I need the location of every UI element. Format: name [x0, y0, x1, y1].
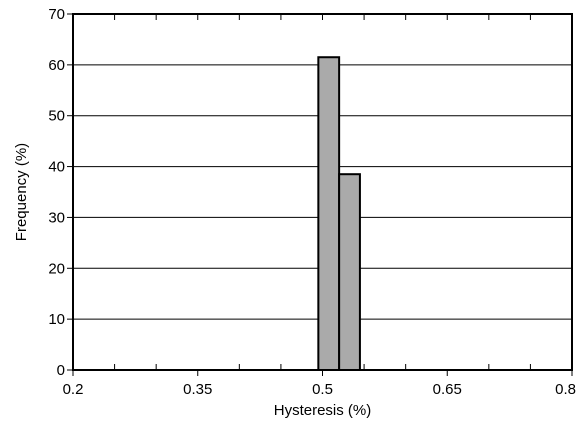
y-tick-label: 50 [48, 108, 65, 125]
ticks [67, 13, 573, 376]
x-tick-label: 0.65 [433, 381, 462, 398]
bar [317, 56, 341, 371]
y-tick-label: 20 [48, 260, 65, 277]
bar [338, 173, 361, 371]
y-tick-label: 0 [57, 362, 65, 379]
y-tick-labels: 0 10 20 30 40 50 60 70 [48, 6, 65, 379]
y-tick-label: 40 [48, 159, 65, 176]
y-axis-title: Frequency (%) [13, 143, 30, 241]
x-axis-title: Hysteresis (%) [274, 402, 372, 419]
x-tick-label: 0.5 [312, 381, 333, 398]
y-tick-label: 30 [48, 209, 65, 226]
x-tick-label: 0.35 [183, 381, 212, 398]
x-tick-label: 0.2 [63, 381, 84, 398]
y-tick-label: 70 [48, 6, 65, 23]
y-tick-label: 60 [48, 57, 65, 74]
y-tick-label: 10 [48, 311, 65, 328]
bars [317, 56, 361, 371]
x-tick-labels: 0.2 0.35 0.5 0.65 0.8 [63, 381, 576, 398]
x-tick-label: 0.8 [555, 381, 576, 398]
